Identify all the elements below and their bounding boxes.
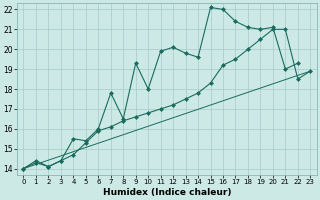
X-axis label: Humidex (Indice chaleur): Humidex (Indice chaleur): [103, 188, 231, 197]
